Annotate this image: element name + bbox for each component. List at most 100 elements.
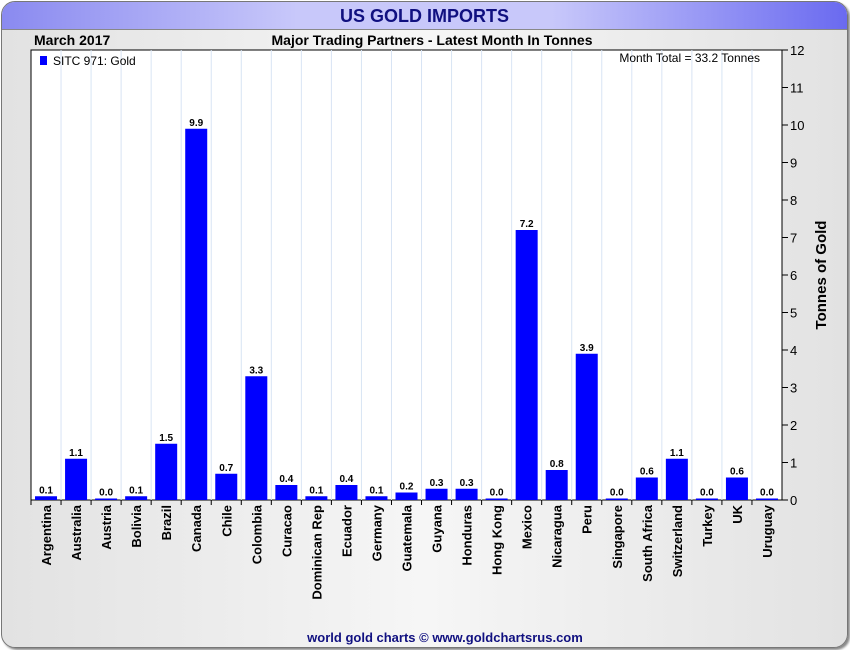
y-tick-label: 12 [790, 43, 804, 58]
chart-title: US GOLD IMPORTS [2, 2, 847, 30]
bar-guyana [425, 488, 448, 500]
y-tick-label: 9 [790, 156, 797, 171]
y-tick-label: 7 [790, 231, 797, 246]
x-tick-label: Argentina [39, 504, 54, 565]
y-tick-label: 5 [790, 306, 797, 321]
data-label: 0.3 [430, 478, 444, 489]
data-label: 1.1 [69, 448, 83, 459]
data-label: 0.0 [610, 488, 624, 499]
bar-australia [65, 458, 88, 500]
x-tick-label: Dominican Rep [309, 505, 324, 600]
x-tick-label: Austria [99, 504, 114, 550]
data-label: 0.0 [490, 488, 504, 499]
x-tick-label: Bolivia [129, 504, 144, 547]
x-tick-label: Mexico [520, 505, 535, 549]
chart-subtitle: Major Trading Partners - Latest Month In… [272, 32, 593, 48]
bar-south-africa [635, 477, 658, 500]
data-label: 0.6 [640, 467, 654, 478]
data-label: 1.5 [159, 433, 173, 444]
data-label: 3.3 [249, 365, 263, 376]
grid [60, 50, 753, 500]
data-label: 0.1 [39, 485, 53, 496]
x-tick-label: Hong Kong [490, 505, 505, 575]
x-tick-label: Uruguay [760, 504, 775, 558]
x-tick-label: South Africa [640, 504, 655, 582]
x-tick-label: Turkey [700, 504, 715, 546]
bar-austria [95, 498, 118, 500]
bar-nicaragua [545, 470, 568, 500]
bar-argentina [35, 496, 58, 500]
data-label: 9.9 [189, 118, 203, 129]
y-tick-label: 2 [790, 418, 797, 433]
y-tick-label: 4 [790, 343, 797, 358]
bars: 0.1 1.1 0.0 0.1 1.5 9.9 0.7 3.3 0.4 0.1 0.4 0.1 0.2 0… [35, 118, 778, 500]
bar-uk [725, 477, 748, 500]
y-tick-label: 6 [790, 268, 797, 283]
data-label: 0.1 [129, 485, 143, 496]
bar-brazil [155, 443, 178, 500]
bar-mexico [515, 230, 538, 500]
data-label: 1.1 [670, 448, 684, 459]
data-label: 0.1 [309, 485, 323, 496]
bar-bolivia [125, 496, 148, 500]
x-tick-label: Nicaragua [550, 504, 565, 568]
period-label: March 2017 [34, 32, 110, 48]
data-label: 0.7 [219, 463, 233, 474]
data-label: 0.0 [760, 488, 774, 499]
data-label: 0.4 [339, 474, 353, 485]
data-label: 0.1 [370, 485, 384, 496]
y-tick-label: 11 [790, 81, 804, 96]
data-label: 0.4 [279, 474, 293, 485]
bar-germany [365, 496, 388, 500]
x-tick-label: Chile [219, 505, 234, 537]
y-axis-label: Tonnes of Gold [813, 221, 830, 330]
data-label: 0.0 [99, 488, 113, 499]
y-tick-label: 3 [790, 381, 797, 396]
bar-canada [185, 128, 208, 500]
x-tick-label: UK [730, 504, 745, 523]
bar-chile [215, 473, 238, 500]
bar-curacao [275, 485, 298, 500]
y-tick-label: 1 [790, 456, 797, 471]
y-tick-label: 0 [790, 493, 797, 508]
x-tick-label: Switzerland [670, 505, 685, 577]
y-tick-label: 10 [790, 118, 804, 133]
data-label: 3.9 [580, 343, 594, 354]
bar-singapore [605, 498, 628, 500]
x-tick-label: Colombia [249, 504, 264, 564]
y-tick-label: 8 [790, 193, 797, 208]
data-label: 0.6 [730, 467, 744, 478]
x-tick-label: Guyana [430, 504, 445, 552]
bar-switzerland [665, 458, 688, 500]
data-label: 0.2 [400, 482, 414, 493]
plot-area [30, 49, 783, 501]
x-tick-label: Canada [189, 504, 204, 552]
bar-uruguay [755, 498, 778, 500]
bar-peru [575, 353, 598, 500]
x-tick-label: Singapore [610, 505, 625, 569]
bar-ecuador [335, 485, 358, 500]
bar-honduras [455, 488, 478, 500]
x-tick-label: Peru [580, 505, 595, 534]
x-tick-label: Australia [69, 504, 84, 560]
data-label: 0.8 [550, 459, 564, 470]
bar-colombia [245, 376, 268, 500]
data-label: 0.3 [460, 478, 474, 489]
bar-turkey [695, 498, 718, 500]
bar-hong-kong [485, 498, 508, 500]
x-tick-label: Ecuador [339, 505, 354, 557]
x-axis: Argentina Australia Austria Bolivia Brazil Ca… [30, 500, 775, 600]
x-tick-label: Germany [369, 504, 384, 561]
x-tick-label: Brazil [159, 505, 174, 540]
data-label: 7.2 [520, 219, 534, 230]
bar-dominican-rep [305, 496, 328, 500]
x-tick-label: Guatemala [400, 504, 415, 571]
x-tick-label: Curacao [279, 505, 294, 557]
data-label: 0.0 [700, 488, 714, 499]
legend-label: SITC 971: Gold [53, 54, 136, 68]
legend-swatch [40, 56, 47, 65]
x-tick-label: Honduras [460, 505, 475, 566]
month-total-annotation: Month Total = 33.2 Tonnes [619, 51, 760, 65]
bar-guatemala [395, 492, 418, 500]
